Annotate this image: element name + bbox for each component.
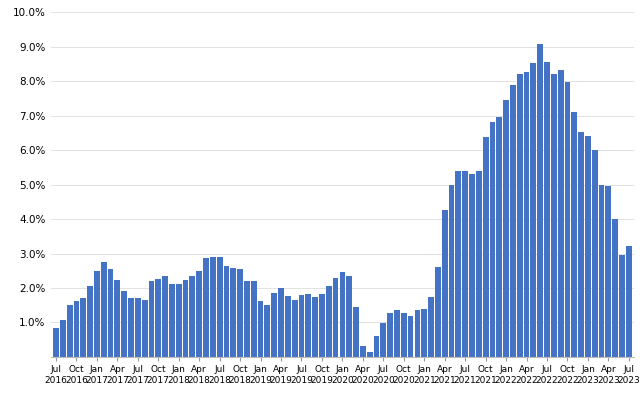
- Bar: [305, 294, 311, 357]
- Bar: [244, 281, 250, 357]
- Bar: [299, 295, 305, 357]
- Bar: [60, 320, 66, 357]
- Bar: [285, 295, 291, 357]
- Bar: [510, 85, 516, 357]
- Bar: [408, 315, 413, 357]
- Bar: [210, 257, 216, 357]
- Bar: [203, 258, 209, 357]
- Bar: [87, 286, 93, 357]
- Bar: [572, 112, 577, 357]
- Bar: [115, 280, 120, 357]
- Bar: [585, 137, 591, 357]
- Bar: [415, 310, 420, 357]
- Bar: [598, 186, 604, 357]
- Bar: [483, 137, 488, 357]
- Bar: [156, 279, 161, 357]
- Bar: [292, 300, 298, 357]
- Bar: [108, 269, 113, 357]
- Bar: [428, 297, 434, 357]
- Bar: [490, 122, 495, 357]
- Bar: [456, 171, 461, 357]
- Bar: [503, 100, 509, 357]
- Bar: [524, 72, 529, 357]
- Bar: [223, 266, 229, 357]
- Bar: [237, 269, 243, 357]
- Bar: [251, 281, 257, 357]
- Bar: [264, 305, 270, 357]
- Bar: [360, 346, 365, 357]
- Bar: [169, 283, 175, 357]
- Bar: [121, 291, 127, 357]
- Bar: [537, 44, 543, 357]
- Bar: [230, 268, 236, 357]
- Bar: [531, 63, 536, 357]
- Bar: [367, 352, 372, 357]
- Bar: [196, 271, 202, 357]
- Bar: [258, 301, 264, 357]
- Bar: [449, 185, 454, 357]
- Bar: [141, 300, 148, 357]
- Bar: [619, 254, 625, 357]
- Bar: [551, 74, 557, 357]
- Bar: [476, 171, 482, 357]
- Bar: [312, 297, 318, 357]
- Bar: [592, 150, 598, 357]
- Bar: [557, 70, 564, 357]
- Bar: [517, 74, 523, 357]
- Bar: [326, 286, 332, 357]
- Bar: [135, 298, 141, 357]
- Bar: [74, 301, 79, 357]
- Bar: [346, 276, 352, 357]
- Bar: [339, 272, 346, 357]
- Bar: [81, 298, 86, 357]
- Bar: [189, 276, 195, 357]
- Bar: [605, 186, 611, 357]
- Bar: [394, 310, 400, 357]
- Bar: [442, 210, 447, 357]
- Bar: [176, 284, 182, 357]
- Bar: [94, 271, 100, 357]
- Bar: [435, 267, 441, 357]
- Bar: [387, 313, 393, 357]
- Bar: [128, 298, 134, 357]
- Bar: [374, 336, 380, 357]
- Bar: [67, 305, 72, 357]
- Bar: [101, 262, 107, 357]
- Bar: [612, 219, 618, 357]
- Bar: [401, 313, 406, 357]
- Bar: [53, 328, 59, 357]
- Bar: [380, 323, 386, 357]
- Bar: [353, 307, 359, 357]
- Bar: [217, 256, 223, 357]
- Bar: [319, 294, 325, 357]
- Bar: [544, 62, 550, 357]
- Bar: [333, 278, 339, 357]
- Bar: [148, 281, 154, 357]
- Bar: [564, 82, 570, 357]
- Bar: [497, 117, 502, 357]
- Bar: [462, 171, 468, 357]
- Bar: [626, 246, 632, 357]
- Bar: [578, 132, 584, 357]
- Bar: [271, 293, 277, 357]
- Bar: [182, 281, 188, 357]
- Bar: [162, 276, 168, 357]
- Bar: [278, 288, 284, 357]
- Bar: [421, 309, 427, 357]
- Bar: [469, 174, 475, 357]
